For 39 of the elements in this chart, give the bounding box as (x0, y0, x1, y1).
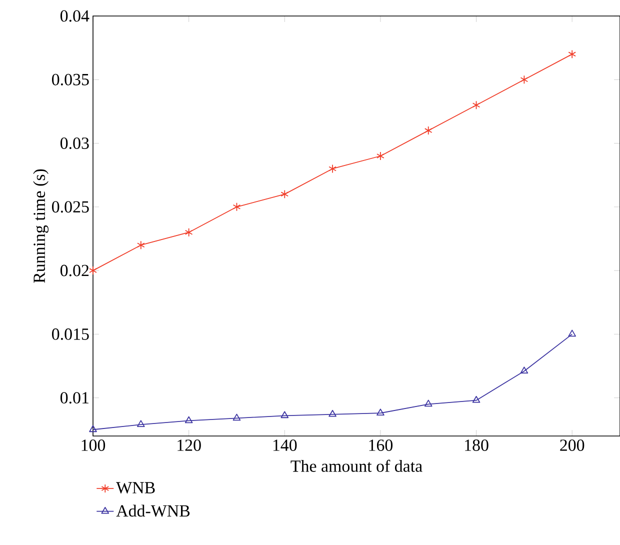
point (424, 400, 432, 407)
x-tick-label: 120 (178, 440, 201, 451)
point (328, 410, 336, 417)
x-axis-title: The amount of data (290, 460, 422, 472)
point (520, 366, 528, 374)
x-tick-label: 180 (465, 440, 488, 451)
point (89, 425, 97, 432)
point (520, 75, 528, 84)
point (472, 396, 480, 403)
point (472, 100, 480, 110)
point (424, 126, 432, 135)
x-tick-label: 200 (560, 440, 584, 451)
point (376, 408, 384, 416)
point (89, 266, 97, 275)
point (232, 202, 241, 212)
x-tick-label: 140 (273, 440, 297, 451)
legend-label: WNB (116, 482, 155, 494)
y-tick-label: 0.04 (60, 10, 90, 22)
point (328, 164, 336, 174)
point (280, 190, 289, 199)
point (232, 414, 241, 421)
y-tick-label: 0.02 (60, 264, 89, 276)
y-axis-title: Running time (s) (33, 169, 49, 283)
point (376, 152, 384, 160)
y-tick-label: 0.015 (52, 328, 89, 340)
y-tick-label: 0.03 (60, 138, 89, 150)
point (568, 330, 576, 337)
point (280, 411, 289, 418)
x-tick-label: 100 (82, 440, 106, 451)
y-tick-label: 0.01 (60, 392, 88, 404)
legend-label: Add-WNB (116, 504, 190, 517)
point (568, 50, 576, 59)
point (184, 416, 193, 424)
point (137, 240, 145, 250)
x-tick-label: 160 (369, 440, 393, 451)
y-tick-label: 0.035 (52, 74, 89, 86)
point (184, 228, 193, 237)
point (137, 420, 145, 427)
y-tick-label: 0.025 (52, 201, 89, 213)
